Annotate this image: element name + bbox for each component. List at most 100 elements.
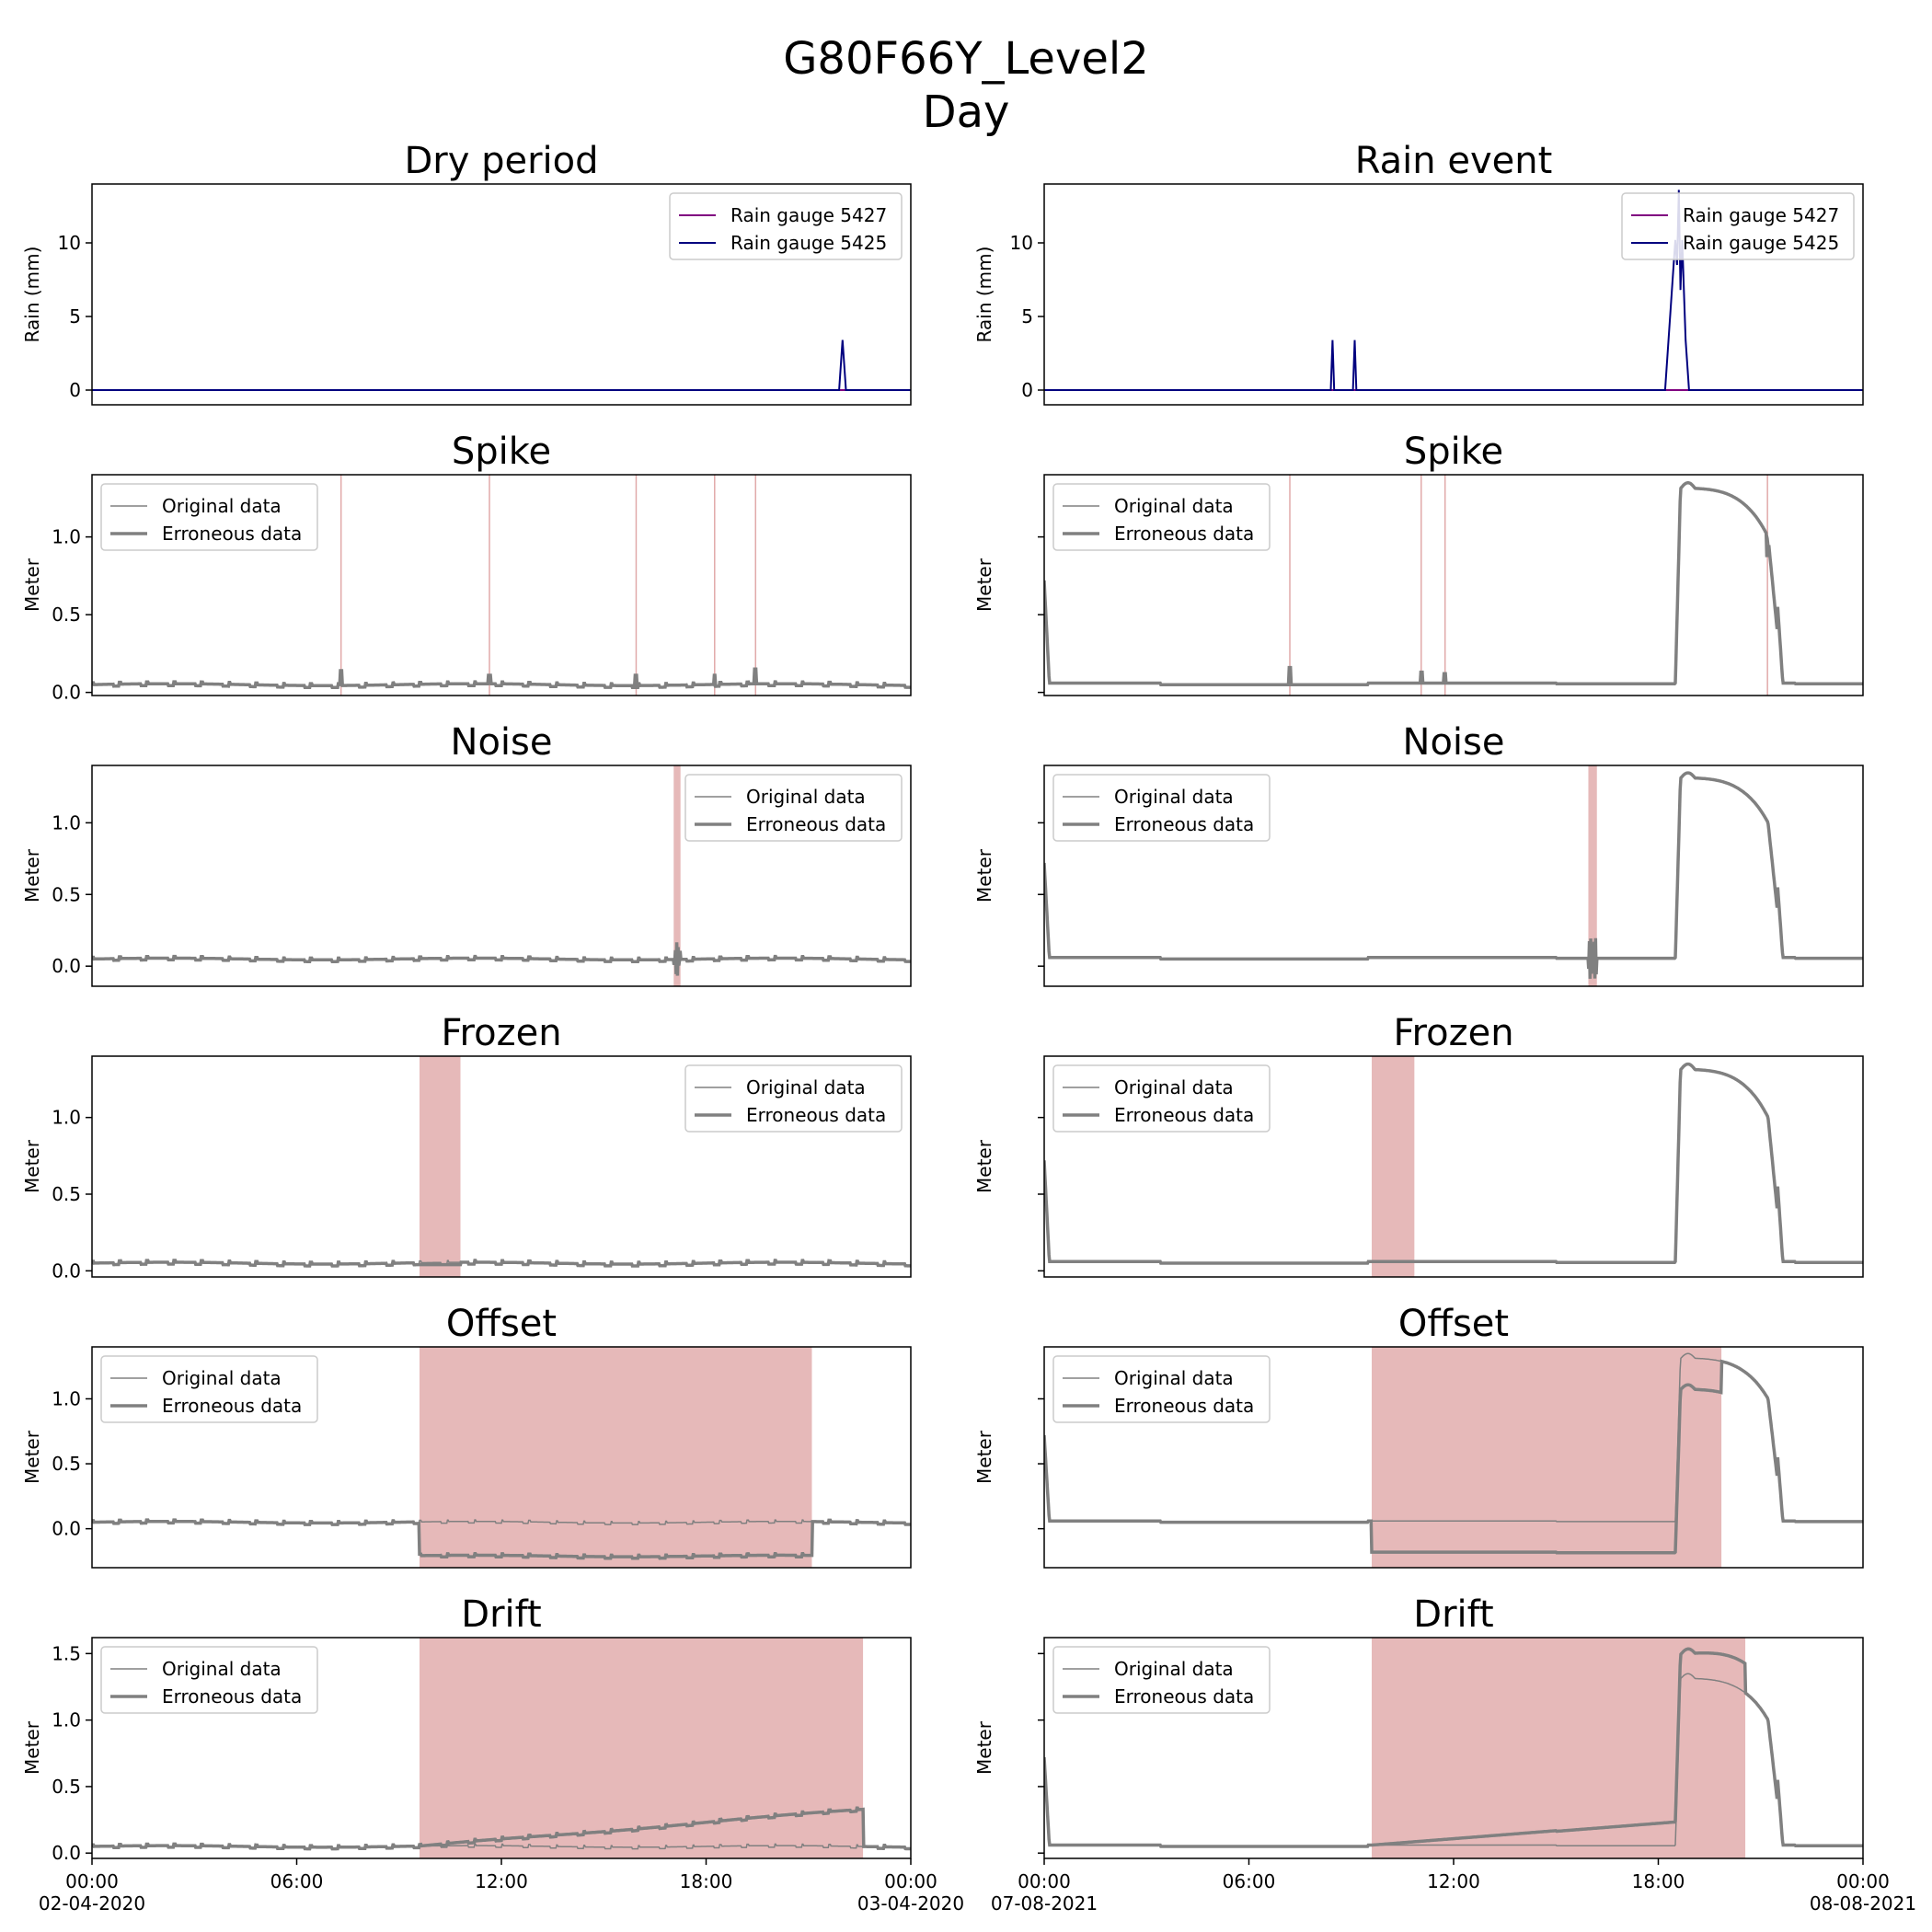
x-tick-label-4: 00:00 [1836,1870,1890,1892]
y-tick-label-2: 1.0 [52,1107,81,1129]
y-tick-label-1: 0.5 [52,883,81,905]
panel-title: Offset [1398,1303,1509,1345]
x-tick-label-0: 00:00 [1018,1870,1071,1892]
y-tick-label-0: 0.0 [52,1842,81,1864]
legend: Original data Erroneous data [1052,1355,1271,1423]
panel-title: Dry period [404,140,598,182]
y-axis-label: Meter [973,1720,995,1775]
panel-frozen-dry: Frozen 0.0 0.5 1.0 Meter Original data Erroneo… [21,1012,912,1282]
y-tick-label-1: 0.5 [52,604,81,626]
panel-title: Offset [446,1303,557,1345]
series-original-data [1044,1063,1863,1264]
x-tick-label-2: 12:00 [1427,1870,1480,1892]
y-tick-label-1: 0.5 [52,1183,81,1205]
legend-box [1052,1064,1271,1133]
y-tick-label-2: 1.0 [52,1709,81,1731]
plot-area [1044,1056,1863,1277]
y-tick-label-0: 0 [69,379,81,401]
legend-label-1: Erroneous data [1114,1104,1254,1126]
legend-label-0: Original data [746,786,866,808]
y-tick-label-2: 1.0 [52,1387,81,1409]
plot-frame [1043,765,1864,987]
legend-label-1: Erroneous data [162,1395,302,1417]
legend-box [1052,774,1271,842]
legend-label-1: Rain gauge 5425 [1683,232,1839,254]
plot-area [1044,475,1863,696]
series-original-data [1044,1673,1863,1847]
panel-title: Frozen [1393,1012,1513,1054]
legend-box [1621,192,1855,260]
y-axis-label: Rain (mm) [21,247,43,343]
y-axis-label: Meter [973,848,995,903]
error-span [420,1347,812,1568]
legend: Rain gauge 5427 Rain gauge 5425 [1621,192,1855,260]
plot-frame [1043,474,1864,696]
legend-label-0: Original data [162,1367,282,1389]
x-tick-label-1: 06:00 [1223,1870,1276,1892]
series-original-data [92,955,911,962]
y-tick-label-2: 10 [1010,232,1033,254]
y-axis-label: Meter [973,558,995,612]
error-span [1372,1347,1722,1568]
series-original-data [92,681,911,688]
legend-label-1: Erroneous data [1114,813,1254,835]
legend: Rain gauge 5427 Rain gauge 5425 [669,192,903,260]
legend-box [1052,1646,1271,1714]
legend: Original data Erroneous data [100,1646,318,1714]
plot-frame [1043,1346,1864,1569]
y-axis-label: Meter [21,1430,43,1484]
error-span [1372,1056,1415,1277]
plot-frame [1043,183,1864,406]
legend-box [684,774,903,842]
plot-frame [91,1346,912,1569]
plot-area [92,339,911,391]
error-span [420,1638,864,1858]
legend-label-0: Original data [162,495,282,517]
x-tick-label-3: 18:00 [680,1870,733,1892]
x-tick-label-0: 00:00 [65,1870,119,1892]
legend: Original data Erroneous data [684,774,903,842]
legend-label-0: Original data [1114,786,1234,808]
legend-label-1: Erroneous data [162,523,302,545]
y-axis-label: Meter [21,558,43,612]
y-tick-label-0: 0.0 [52,1259,81,1282]
plot-frame [91,183,912,406]
plot-area [1044,190,1863,391]
legend-label-1: Rain gauge 5425 [730,232,887,254]
legend-box [1052,1355,1271,1423]
legend-label-1: Erroneous data [746,813,886,835]
legend-label-1: Erroneous data [162,1685,302,1708]
legend-box [100,1355,318,1423]
legend-label-0: Original data [746,1076,866,1098]
plot-area [1044,765,1863,986]
legend-label-0: Original data [162,1658,282,1680]
y-tick-label-1: 5 [1021,305,1033,328]
y-axis-label: Meter [973,1430,995,1484]
y-tick-label-0: 0.0 [52,1518,81,1540]
figure-title: G80F66Y_Level2 [783,33,1149,85]
y-axis-label: Meter [21,1720,43,1775]
x-date-left: 02-04-2020 [39,1892,145,1915]
legend-label-1: Erroneous data [1114,1395,1254,1417]
plot-frame [91,1055,912,1278]
plot-area [92,475,911,696]
panel-title: Rain event [1355,140,1553,182]
error-span [1372,1638,1746,1858]
series-original-data [1044,1352,1863,1524]
y-tick-label-1: 5 [69,305,81,328]
y-axis-label: Meter [973,1139,995,1193]
error-span [673,765,681,986]
y-tick-label-2: 1.0 [52,526,81,548]
y-axis-label: Rain (mm) [973,247,995,343]
plot-area [92,765,911,986]
panel-title: Frozen [441,1012,561,1054]
x-date-right: 08-08-2021 [1810,1892,1916,1915]
legend: Original data Erroneous data [1052,483,1271,551]
y-axis-label: Meter [21,848,43,903]
plot-frame [91,474,912,696]
x-date-left: 07-08-2021 [991,1892,1098,1915]
panel-title: Spike [1404,431,1503,473]
